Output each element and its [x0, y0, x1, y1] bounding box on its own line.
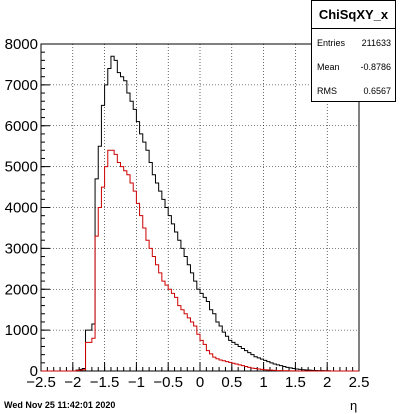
- y-tick-label: 0: [30, 363, 38, 380]
- stats-rms-value: 0.6567: [363, 86, 391, 96]
- y-tick-label: 8000: [5, 36, 38, 53]
- y-tick-label: 7000: [5, 77, 38, 94]
- stats-rms-row: RMS 0.6567: [317, 85, 391, 97]
- stats-mean-label: Mean: [317, 62, 340, 72]
- histogram-series-1: [41, 55, 359, 372]
- y-tick-label: 1000: [5, 322, 38, 339]
- x-tick-label: 2.5: [349, 374, 370, 391]
- stats-mean-row: Mean -0.8786: [317, 61, 391, 73]
- stats-rms-label: RMS: [317, 86, 337, 96]
- stats-entries-value: 211633: [361, 38, 391, 48]
- y-tick-label: 5000: [5, 159, 38, 176]
- y-tick-label: 3000: [5, 240, 38, 257]
- timestamp: Wed Nov 25 11:42:01 2020: [4, 400, 116, 410]
- x-tick-label: 0: [196, 374, 204, 391]
- x-tick-label: 1: [259, 374, 267, 391]
- histogram-series-2: [41, 149, 359, 372]
- x-tick-label: −0.5: [153, 374, 183, 391]
- histogram-series: [41, 55, 359, 372]
- x-tick-label: 0.5: [221, 374, 242, 391]
- y-tick-label: 4000: [5, 200, 38, 217]
- x-tick-label: −1.5: [90, 374, 120, 391]
- x-tick-label: 2: [323, 374, 331, 391]
- x-tick-label: −2.5: [26, 374, 56, 391]
- stats-mean-value: -0.8786: [360, 62, 391, 72]
- y-tick-label: 6000: [5, 118, 38, 135]
- y-tick-label: 2000: [5, 281, 38, 298]
- stats-entries-row: Entries 211633: [317, 37, 391, 49]
- axis-ticks: −2.5 −2 −1.5 −1 −0.5 0 0.5 1 1.5 2 2.5 0 1000 2000 300…: [5, 36, 370, 391]
- stats-box: ChiSqXY_x Entries 211633 Mean -0.8786 RM…: [311, 0, 396, 102]
- x-tick-label: −2: [64, 374, 81, 391]
- stats-title: ChiSqXY_x: [312, 1, 395, 29]
- x-tick-label: 1.5: [285, 374, 306, 391]
- x-tick-label: −1: [128, 374, 145, 391]
- stats-entries-label: Entries: [317, 38, 346, 48]
- x-axis-label: η: [350, 398, 358, 413]
